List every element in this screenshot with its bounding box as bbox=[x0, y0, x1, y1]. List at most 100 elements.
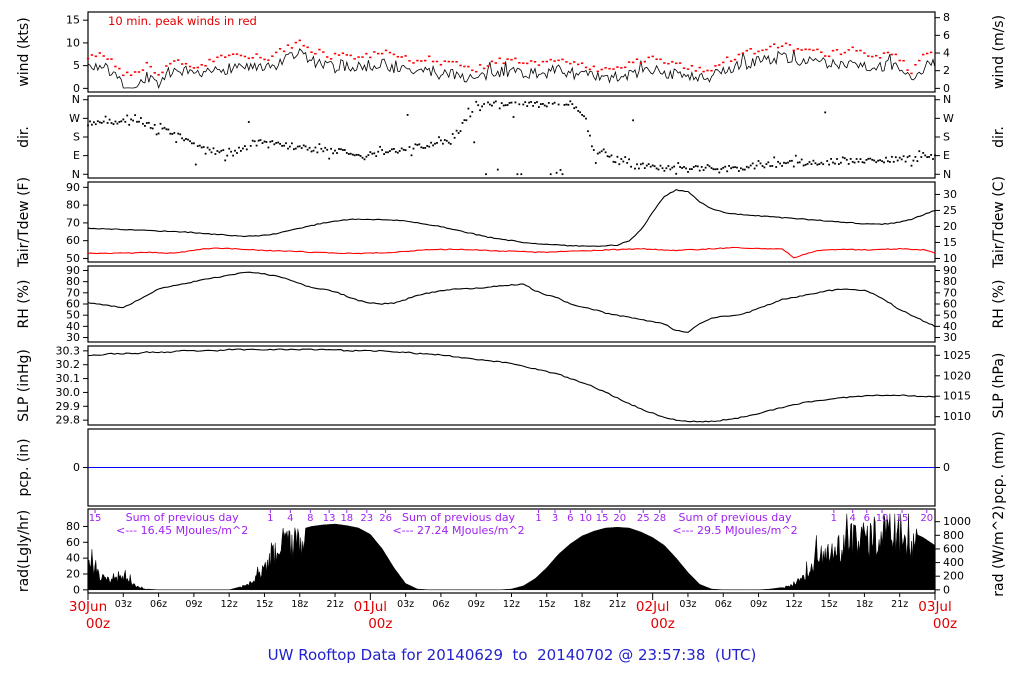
ylabel-right-dir: dir. bbox=[991, 126, 1007, 148]
mj-mark-label-4: 13 bbox=[323, 513, 336, 524]
ytick-left-label-rh-2: 50 bbox=[66, 309, 80, 322]
ytick-left-label-dir-1: E bbox=[73, 149, 80, 162]
ytick-left-label-rh-4: 70 bbox=[66, 286, 80, 299]
ytick-right-label-wind-2: 4 bbox=[943, 47, 950, 60]
ytick-left-label-temp-2: 70 bbox=[66, 216, 80, 229]
rh-trace-0 bbox=[87, 271, 936, 333]
mj-mark-label-9: 3 bbox=[552, 513, 558, 524]
ytick-left-label-wind-1: 5 bbox=[73, 59, 80, 72]
ylabel-right-temp: Tair/Tdew (C) bbox=[991, 176, 1007, 269]
mj-mark-label-14: 25 bbox=[637, 513, 650, 524]
x-minor-label-6: 21z bbox=[327, 599, 344, 610]
mj-mark-label-0: 15 bbox=[89, 513, 102, 524]
mj-mark-label-16: 1 bbox=[831, 513, 837, 524]
ytick-left-label-dir-3: W bbox=[69, 112, 80, 125]
mj-mark-label-21: 20 bbox=[920, 513, 933, 524]
x-minor-label-9: 09z bbox=[468, 599, 485, 610]
ytick-right-label-rad-0: 0 bbox=[943, 583, 950, 596]
ytick-right-label-slp-1: 1015 bbox=[943, 390, 971, 403]
x-minor-label-2: 09z bbox=[185, 599, 202, 610]
ytick-left-label-temp-1: 60 bbox=[66, 234, 80, 247]
ylabel-right-rh: RH (%) bbox=[991, 280, 1007, 329]
x-minor-label-8: 06z bbox=[432, 599, 449, 610]
x-day-label-2: 02Jul bbox=[636, 599, 669, 615]
x-minor-label-10: 12z bbox=[503, 599, 520, 610]
ytick-right-label-temp-0: 10 bbox=[943, 252, 957, 265]
x-minor-label-17: 12z bbox=[785, 599, 802, 610]
temp-trace-1 bbox=[87, 246, 936, 259]
ytick-right-label-dir-2: S bbox=[943, 131, 950, 144]
x-minor-label-20: 21z bbox=[891, 599, 908, 610]
ytick-left-label-temp-4: 90 bbox=[66, 181, 80, 194]
x-day-label-1: 01Jul bbox=[354, 599, 387, 615]
x-minor-label-19: 18z bbox=[856, 599, 873, 610]
mj-mark-label-6: 23 bbox=[360, 513, 373, 524]
x-day-label-0: 30Jun bbox=[69, 599, 107, 615]
mj-mark-label-18: 6 bbox=[864, 513, 870, 524]
x-day-label-3: 03Jul bbox=[918, 599, 951, 615]
ytick-left-label-temp-0: 50 bbox=[66, 252, 80, 265]
x-minor-label-15: 06z bbox=[715, 599, 732, 610]
ytick-left-label-slp-2: 30.0 bbox=[56, 386, 81, 399]
ytick-right-label-temp-1: 15 bbox=[943, 236, 957, 249]
x-minor-label-13: 21z bbox=[609, 599, 626, 610]
ylabel-left-dir: dir. bbox=[16, 126, 32, 148]
ytick-right-label-rh-5: 80 bbox=[943, 275, 957, 288]
ylabel-left-rad: rad(Lgly/hr) bbox=[16, 510, 32, 592]
ytick-right-label-rad-5: 1000 bbox=[943, 515, 971, 528]
ytick-right-label-rh-4: 70 bbox=[943, 286, 957, 299]
panel-temp: 50 60 70 80 90 10 15 20 25 30 Tair/Tdew (F) Tair/Td… bbox=[16, 176, 1007, 269]
ytick-left-label-pcp-0: 0 bbox=[73, 461, 80, 474]
mj-mark-label-20: 15 bbox=[896, 513, 909, 524]
ytick-left-label-rh-6: 90 bbox=[66, 264, 80, 277]
ylabel-left-rh: RH (%) bbox=[16, 280, 32, 329]
sum-annotation-line1-0: Sum of previous day bbox=[126, 511, 240, 524]
ytick-right-label-temp-4: 30 bbox=[943, 188, 957, 201]
ytick-right-label-dir-3: W bbox=[943, 112, 954, 125]
ytick-right-label-temp-2: 20 bbox=[943, 220, 957, 233]
sum-annotation-line2-0: <--- 16.45 MJoules/m^2 bbox=[116, 524, 248, 537]
wind-peak-dots bbox=[86, 39, 933, 77]
ytick-right-label-rad-3: 600 bbox=[943, 542, 964, 555]
x-minor-label-12: 18z bbox=[574, 599, 591, 610]
x-minor-label-5: 18z bbox=[291, 599, 308, 610]
x-minor-label-7: 03z bbox=[397, 599, 414, 610]
x-minor-label-4: 15z bbox=[256, 599, 273, 610]
sum-annotation-line2-2: <--- 29.5 MJoules/m^2 bbox=[672, 524, 797, 537]
ytick-left-label-slp-3: 30.1 bbox=[56, 372, 81, 385]
mj-mark-label-2: 4 bbox=[287, 513, 293, 524]
ytick-right-label-rad-2: 400 bbox=[943, 556, 964, 569]
ytick-left-label-wind-0: 0 bbox=[73, 82, 80, 95]
radiation-area bbox=[87, 513, 936, 591]
ylabel-right-slp: SLP (hPa) bbox=[991, 353, 1007, 419]
wind-direction-dots bbox=[87, 100, 936, 176]
ytick-left-label-slp-0: 29.8 bbox=[56, 414, 81, 427]
panel-frame-slp bbox=[87, 345, 936, 426]
mj-mark-label-3: 8 bbox=[307, 513, 313, 524]
ytick-left-label-dir-4: N bbox=[72, 93, 80, 106]
ytick-right-label-wind-4: 8 bbox=[943, 11, 950, 24]
mj-mark-label-13: 20 bbox=[613, 513, 626, 524]
ytick-right-label-rh-1: 40 bbox=[943, 320, 957, 333]
ytick-right-label-wind-3: 6 bbox=[943, 29, 950, 42]
page-title: UW Rooftop Data for 20140629 to 20140702… bbox=[267, 646, 757, 664]
mj-mark-label-19: 10 bbox=[876, 513, 889, 524]
ytick-right-label-rad-1: 200 bbox=[943, 570, 964, 583]
mj-mark-label-11: 10 bbox=[579, 513, 592, 524]
mj-mark-label-15: 28 bbox=[653, 513, 666, 524]
ytick-right-label-rh-3: 60 bbox=[943, 298, 957, 311]
ylabel-left-wind: wind (kts) bbox=[16, 17, 32, 86]
ytick-left-label-wind-3: 15 bbox=[66, 14, 80, 27]
mj-mark-label-10: 6 bbox=[567, 513, 573, 524]
x-day-sub-2: 00z bbox=[651, 616, 675, 632]
x-axis: 03z 06z 09z 12z 15z 18z 21z 03z 06z 09z 12z 15z 18z 2… bbox=[69, 593, 957, 632]
ytick-right-label-rad-4: 800 bbox=[943, 529, 964, 542]
slp-trace-0 bbox=[88, 348, 935, 423]
ytick-left-label-temp-3: 80 bbox=[66, 199, 80, 212]
sum-annotation-line1-1: Sum of previous day bbox=[402, 511, 516, 524]
x-minor-label-18: 15z bbox=[821, 599, 838, 610]
